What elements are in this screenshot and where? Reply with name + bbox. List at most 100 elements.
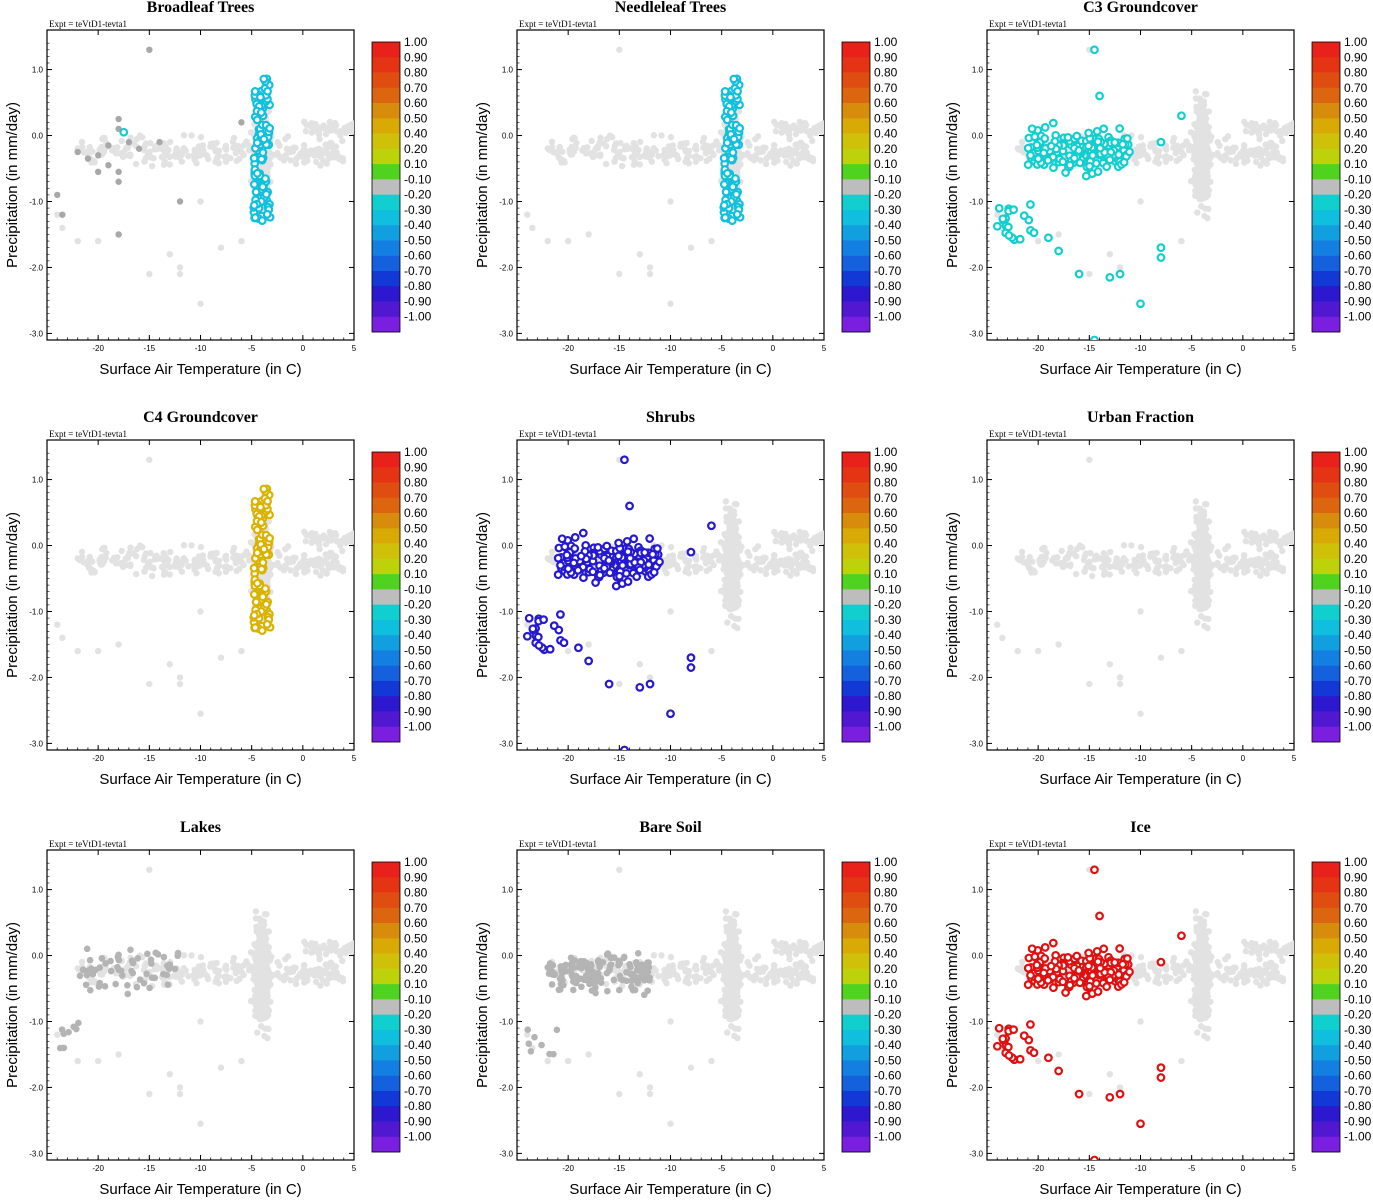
bg-point <box>1015 145 1022 153</box>
bg-point <box>729 571 736 579</box>
bg-point <box>300 564 307 572</box>
bg-point <box>133 135 141 143</box>
bg-point <box>649 147 657 154</box>
data-point <box>588 567 598 577</box>
colorbar-label: -0.60 <box>404 659 432 673</box>
points <box>992 45 1294 340</box>
bg-point <box>94 237 102 245</box>
bg-point <box>1055 231 1062 238</box>
colorbar-label: -0.60 <box>874 249 902 263</box>
colorbar-label: 0.90 <box>404 50 428 64</box>
bg-point <box>683 139 690 147</box>
bg-point <box>96 559 103 566</box>
colorbar-label: -0.20 <box>874 598 902 612</box>
bg-point <box>1102 553 1109 560</box>
colorbar-swatch <box>842 179 870 195</box>
bg-point <box>1067 561 1074 568</box>
bg-point <box>573 139 580 147</box>
bg-point <box>548 548 556 556</box>
bg-point <box>807 132 814 139</box>
bg-point <box>265 518 273 525</box>
bg-point <box>754 543 762 550</box>
data-point <box>1095 91 1104 101</box>
data-point <box>257 564 266 574</box>
colorbar-swatch <box>1312 103 1340 119</box>
bg-point <box>1205 518 1213 525</box>
bg-point <box>238 149 246 156</box>
bg-point <box>127 561 134 568</box>
colorbar-label: 0.80 <box>404 476 428 490</box>
colorbar-swatch <box>842 467 870 483</box>
bg-point <box>669 552 677 559</box>
bg-point <box>185 153 192 160</box>
data-point <box>604 556 614 565</box>
bg-point <box>735 574 742 581</box>
bg-point <box>572 144 579 152</box>
bg-point <box>785 131 793 138</box>
colorbar-swatch <box>1312 301 1340 318</box>
bg-point <box>1279 547 1286 555</box>
colorbar-label: 0.80 <box>874 66 898 80</box>
data-point <box>623 577 633 587</box>
gray-point <box>125 138 133 146</box>
bg-point <box>222 568 230 575</box>
gray-point <box>94 152 102 159</box>
data-point <box>258 182 268 192</box>
y-tick-label: -3.0 <box>29 739 43 748</box>
colorbar-label: 0.50 <box>874 111 898 125</box>
data-point <box>553 553 563 563</box>
bg-point <box>692 568 700 575</box>
bg-point <box>994 211 1001 218</box>
x-tick-label: -10 <box>195 754 207 763</box>
data-point <box>259 134 269 144</box>
data-point <box>576 551 586 561</box>
bg-point <box>1178 237 1185 245</box>
panel-title: C3 Groundcover <box>1083 0 1198 16</box>
colorbar-swatch <box>372 482 400 499</box>
bg-point <box>245 557 253 564</box>
data-point <box>733 86 742 96</box>
colorbar-label: -0.30 <box>874 613 902 627</box>
bg-point <box>265 108 273 115</box>
bg-point <box>337 542 344 549</box>
bg-point <box>744 548 751 556</box>
bg-point <box>284 133 292 140</box>
bg-point <box>585 231 592 238</box>
y-tick-label: -1.0 <box>499 197 513 206</box>
colorbar-label: 1.00 <box>1344 35 1368 49</box>
colorbar-label: -0.90 <box>874 704 902 718</box>
colorbar-label: 0.60 <box>874 96 898 110</box>
bg-point <box>1098 563 1106 571</box>
data-point <box>1110 138 1120 147</box>
bg-point <box>1137 133 1145 141</box>
bg-point <box>1203 501 1210 508</box>
bg-point <box>178 158 186 165</box>
gray-point <box>135 145 143 152</box>
colorbar: 1.000.900.800.700.600.500.400.200.10-0.1… <box>1311 35 1372 333</box>
bg-point <box>1112 563 1120 570</box>
bg-point <box>274 138 281 146</box>
bg-point <box>750 567 758 574</box>
bg-point <box>731 622 738 630</box>
data-point <box>1040 134 1050 143</box>
data-point <box>620 455 629 465</box>
bg-point <box>166 571 173 578</box>
bg-point <box>1084 560 1092 568</box>
x-tick-label: -15 <box>614 754 626 763</box>
bg-point <box>1277 132 1284 139</box>
colorbar: 1.000.900.800.700.600.500.400.200.10-0.1… <box>841 35 902 333</box>
data-point <box>1085 161 1094 171</box>
bg-point <box>548 138 556 146</box>
bg-point <box>723 585 731 593</box>
data-point <box>1105 155 1115 165</box>
data-point <box>1009 205 1019 215</box>
colorbar-label: -1.00 <box>1344 310 1372 324</box>
bg-point <box>1203 583 1210 590</box>
data-point <box>265 533 275 543</box>
bg-point <box>1192 192 1199 199</box>
data-point <box>261 189 271 199</box>
bg-point <box>1072 570 1080 578</box>
bg-point <box>274 559 281 567</box>
data-point <box>1019 211 1029 221</box>
bg-point <box>1094 555 1101 563</box>
